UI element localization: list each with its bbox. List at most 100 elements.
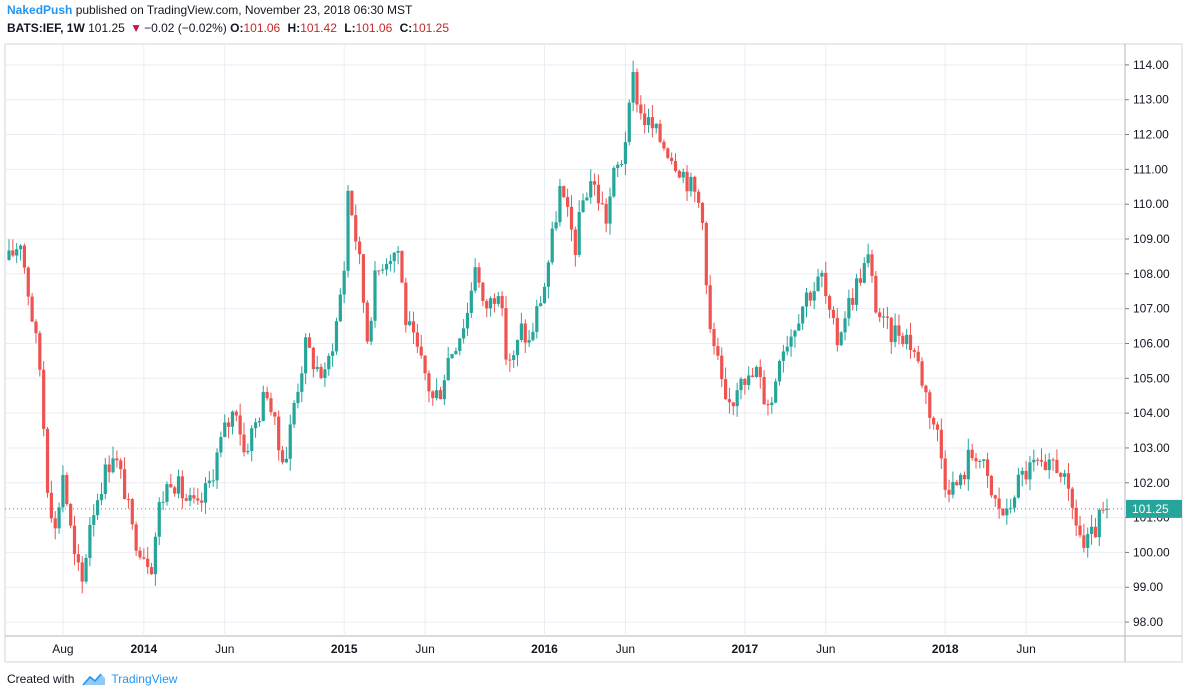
y-tick-label: 113.00: [1133, 93, 1169, 107]
candle-body: [261, 391, 265, 422]
candle-body: [111, 458, 115, 473]
candle-body: [196, 498, 200, 501]
candle-body: [747, 375, 751, 385]
candle: [801, 305, 805, 330]
tradingview-brand[interactable]: TradingView: [111, 672, 178, 686]
candle: [612, 165, 616, 198]
candle: [762, 370, 766, 406]
candle: [750, 367, 755, 378]
candle: [280, 445, 285, 465]
candle: [1016, 467, 1020, 499]
candle: [273, 411, 277, 426]
y-tick-label: 111.00: [1133, 162, 1168, 176]
author-name[interactable]: NakedPush: [7, 3, 73, 17]
candle-body: [1078, 525, 1082, 536]
candle: [438, 386, 443, 400]
candle: [1020, 467, 1024, 487]
candle-body: [723, 379, 728, 400]
candle-body: [488, 298, 493, 309]
candle-body: [273, 412, 277, 417]
candle: [126, 493, 131, 509]
candle: [119, 458, 123, 479]
candle-body: [361, 254, 366, 303]
candle: [797, 314, 801, 331]
candle: [1059, 471, 1063, 483]
candle-body: [307, 337, 312, 348]
time-axis[interactable]: Aug 2014 Jun 2015 Jun 2016 Jun 2017 Jun 2018 Jun: [52, 642, 1036, 656]
candle-body: [851, 298, 855, 305]
candle-body: [720, 355, 724, 380]
candle-body: [334, 321, 339, 352]
candle: [997, 487, 1001, 519]
candle: [716, 337, 720, 360]
candle: [99, 482, 104, 506]
candle-body: [681, 171, 685, 178]
candle-body: [284, 458, 288, 463]
candle-body: [596, 184, 601, 204]
candle-body: [96, 500, 100, 516]
candle: [978, 459, 982, 469]
candle: [146, 547, 150, 575]
candle: [26, 266, 30, 306]
candle: [57, 502, 61, 534]
y-tick-label: 107.00: [1133, 302, 1170, 316]
candle: [342, 261, 346, 304]
candle: [600, 191, 604, 205]
candle-body: [569, 206, 574, 230]
candle-body: [943, 458, 947, 490]
candle: [1001, 508, 1005, 516]
candle-body: [315, 366, 319, 370]
candle-body: [288, 424, 292, 459]
candle-body: [138, 550, 142, 558]
candle: [115, 450, 119, 468]
candle-body: [346, 190, 350, 271]
candle-body: [577, 212, 581, 255]
candle-body: [885, 316, 889, 318]
price-chart[interactable]: 98.0099.00100.00101.00102.00103.00104.00…: [0, 0, 1188, 668]
candle-body: [712, 329, 716, 347]
candle-body: [785, 346, 789, 352]
candle-body: [338, 294, 342, 322]
candle: [384, 258, 389, 276]
candle: [585, 192, 589, 201]
x-tick-label: 2014: [130, 642, 157, 656]
candle-body: [970, 449, 974, 459]
candle-body: [11, 250, 15, 256]
price-axis[interactable]: 98.0099.00100.00101.00102.00103.00104.00…: [1125, 58, 1170, 629]
candle-body: [924, 385, 928, 393]
candle-body: [327, 355, 331, 370]
candle: [165, 481, 169, 506]
candle-body: [670, 157, 674, 161]
candle-body: [935, 424, 940, 430]
candle: [989, 474, 994, 498]
candle: [454, 347, 458, 355]
candle-body: [1005, 508, 1009, 516]
candle-body: [169, 484, 173, 488]
candle-body: [704, 222, 708, 286]
candle: [843, 311, 847, 341]
candle: [1024, 460, 1028, 485]
candle-body: [238, 415, 242, 435]
candle-body: [566, 197, 570, 207]
candle-body: [230, 411, 235, 427]
candle-body: [982, 459, 986, 461]
candle: [408, 311, 412, 327]
candle-body: [608, 196, 612, 224]
candle: [916, 345, 920, 364]
candle-body: [400, 250, 404, 283]
candle: [250, 425, 254, 462]
candle: [176, 469, 181, 499]
candle-body: [357, 241, 362, 255]
candle: [180, 470, 184, 509]
candle-body: [558, 186, 562, 223]
candle-body: [227, 422, 231, 427]
candle: [173, 485, 177, 497]
candle-body: [812, 291, 816, 301]
candle-body: [180, 476, 184, 499]
candle-body: [1009, 507, 1013, 509]
candle-body: [916, 351, 920, 362]
candle-body: [504, 308, 508, 360]
candle-body: [1070, 488, 1074, 508]
tradingview-logo-icon[interactable]: [82, 672, 106, 686]
candle: [149, 562, 154, 575]
